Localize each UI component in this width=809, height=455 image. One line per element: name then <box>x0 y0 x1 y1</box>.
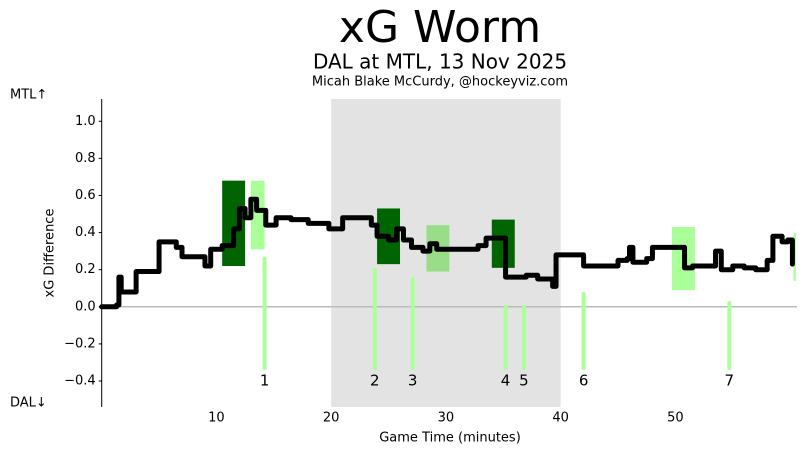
goal-label: 3 <box>408 372 418 390</box>
chart-title: xG Worm <box>339 2 541 53</box>
y-tick-label: 0.6 <box>75 188 96 203</box>
x-axis-label: Game Time (minutes) <box>379 431 521 446</box>
chart-subtitle: DAL at MTL, 13 Nov 2025 <box>313 50 567 74</box>
y-tick-label: 0.0 <box>75 299 96 314</box>
x-tick-label: 10 <box>208 411 225 426</box>
bottom-annotation: DAL↓ <box>10 396 47 411</box>
y-axis-label: xG Difference <box>43 209 58 298</box>
y-tick-label: −0.4 <box>64 374 96 389</box>
goal-label: 6 <box>579 372 589 390</box>
top-annotation: MTL↑ <box>10 88 47 103</box>
x-tick-label: 40 <box>552 411 569 426</box>
goal-label: 4 <box>501 372 511 390</box>
goal-label: 2 <box>370 372 380 390</box>
goal-label: 5 <box>519 372 529 390</box>
x-tick-label: 20 <box>323 411 340 426</box>
y-tick-label: 1.0 <box>75 114 96 129</box>
byline: Micah Blake McCurdy, @hockeyviz.com <box>312 75 568 90</box>
y-tick-label: 0.4 <box>75 225 96 240</box>
xg-worm <box>99 196 795 310</box>
y-tick-label: 0.2 <box>75 262 96 277</box>
y-tick-label: 0.8 <box>75 151 96 166</box>
x-tick-label: 30 <box>438 411 455 426</box>
y-tick-label: −0.2 <box>64 336 96 351</box>
goal-label: 1 <box>260 372 270 390</box>
x-tick-label: 50 <box>667 411 684 426</box>
goal-label: 7 <box>725 372 735 390</box>
